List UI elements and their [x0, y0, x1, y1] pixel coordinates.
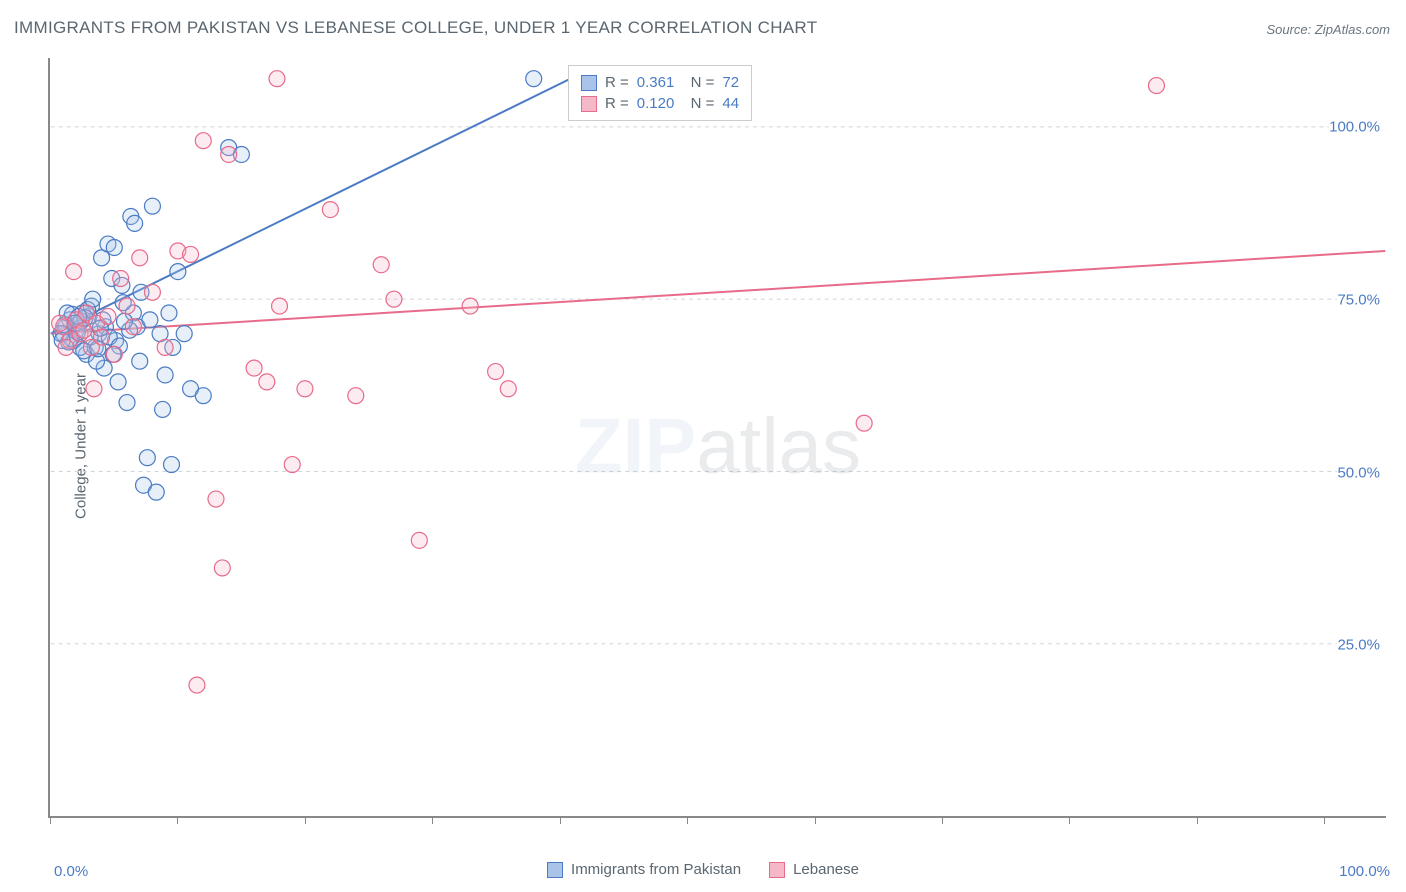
legend-swatch-series1	[581, 75, 597, 91]
legend-swatch-series1-icon	[547, 862, 563, 878]
legend-item-series2: Lebanese	[769, 861, 859, 878]
legend-swatch-series2	[581, 96, 597, 112]
x-tick	[1069, 816, 1070, 824]
x-axis-min-label: 0.0%	[54, 863, 88, 880]
stats-n-value-series1: 72	[722, 74, 739, 91]
plot-svg	[50, 58, 1386, 816]
x-tick	[1197, 816, 1198, 824]
y-tick-label: 75.0%	[1337, 291, 1388, 308]
y-tick-label: 100.0%	[1329, 119, 1388, 136]
y-tick-label: 25.0%	[1337, 637, 1388, 654]
x-tick	[1324, 816, 1325, 824]
x-tick	[432, 816, 433, 824]
x-tick	[177, 816, 178, 824]
x-tick	[50, 816, 51, 824]
stats-n-label: N =	[682, 74, 714, 91]
x-axis-max-label: 100.0%	[1339, 863, 1390, 880]
stats-r-label: R =	[605, 95, 629, 112]
x-tick	[687, 816, 688, 824]
x-tick	[815, 816, 816, 824]
stats-r-value-series1: 0.361	[637, 74, 675, 91]
source-attribution: Source: ZipAtlas.com	[1266, 22, 1390, 37]
stats-n-label: N =	[682, 95, 714, 112]
stats-row-series1: R = 0.361 N = 72	[581, 72, 739, 93]
chart-title: IMMIGRANTS FROM PAKISTAN VS LEBANESE COL…	[14, 18, 817, 38]
legend-label-series2: Lebanese	[793, 861, 859, 878]
correlation-stats-box: R = 0.361 N = 72 R = 0.120 N = 44	[568, 65, 752, 121]
legend-bottom: Immigrants from Pakistan Lebanese	[547, 861, 859, 878]
legend-item-series1: Immigrants from Pakistan	[547, 861, 741, 878]
legend-swatch-series2-icon	[769, 862, 785, 878]
x-tick	[942, 816, 943, 824]
stats-n-value-series2: 44	[722, 95, 739, 112]
plot-area: ZIPatlas 25.0%50.0%75.0%100.0%	[48, 58, 1386, 818]
y-tick-label: 50.0%	[1337, 464, 1388, 481]
stats-r-label: R =	[605, 74, 629, 91]
chart-container: IMMIGRANTS FROM PAKISTAN VS LEBANESE COL…	[0, 0, 1406, 892]
x-tick	[305, 816, 306, 824]
stats-r-value-series2: 0.120	[637, 95, 675, 112]
stats-row-series2: R = 0.120 N = 44	[581, 93, 739, 114]
x-tick	[560, 816, 561, 824]
legend-label-series1: Immigrants from Pakistan	[571, 861, 741, 878]
